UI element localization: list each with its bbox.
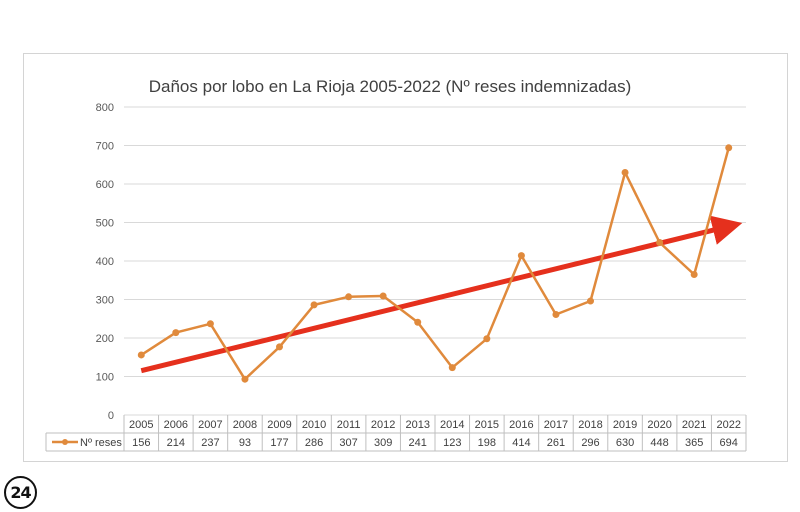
x-tick-label: 2006 [164,419,188,431]
y-tick-label: 700 [96,141,114,153]
x-tick-label: 2021 [682,419,706,431]
x-tick-label: 2015 [475,419,499,431]
y-tick-label: 500 [96,218,114,230]
legend-marker [62,439,68,445]
site-logo: 24 [4,476,37,509]
data-table-value: 241 [409,437,427,449]
data-point [137,351,145,359]
x-tick-label: 2011 [337,419,361,431]
x-tick-label: 2005 [129,419,153,431]
x-tick-label: 2009 [267,419,291,431]
legend-label: Nº reses [80,437,122,449]
x-tick-label: 2008 [233,419,257,431]
x-tick-label: 2018 [578,419,602,431]
data-table-value: 198 [478,437,496,449]
data-table-value: 694 [720,437,738,449]
x-tick-label: 2014 [440,419,464,431]
y-tick-label: 200 [96,333,114,345]
data-table-value: 123 [443,437,461,449]
y-tick-label: 800 [96,102,114,114]
data-point [690,270,698,278]
data-point [379,292,387,300]
data-point [587,297,594,305]
data-point [276,343,283,351]
trend-arrow [140,215,743,374]
data-table-value: 286 [305,437,323,449]
data-table-value: 307 [339,437,357,449]
data-table-value: 296 [581,437,599,449]
x-tick-label: 2017 [544,419,568,431]
data-table-value: 214 [167,437,185,449]
data-point [656,239,664,247]
y-tick-label: 100 [96,372,114,384]
y-tick-label: 300 [96,295,114,307]
data-point [172,329,180,337]
data-point [621,168,629,176]
chart-frame: Daños por lobo en La Rioja 2005-2022 (Nº… [23,53,788,462]
data-point [483,335,491,343]
data-table-value: 630 [616,437,634,449]
x-tick-label: 2016 [509,419,533,431]
data-point [241,375,249,383]
data-point [206,320,214,328]
x-tick-label: 2010 [302,419,326,431]
data-point [310,301,318,309]
x-tick-label: 2007 [198,419,222,431]
x-tick-label: 2012 [371,419,395,431]
data-point [725,144,733,152]
data-point [448,364,456,372]
data-point [517,252,525,260]
data-table-value: 156 [132,437,150,449]
data-table-value: 309 [374,437,392,449]
data-point [414,318,422,326]
x-tick-label: 2020 [647,419,671,431]
data-point [345,293,353,301]
line-chart: Daños por lobo en La Rioja 2005-2022 (Nº… [45,77,747,452]
data-table-value: 177 [270,437,288,449]
y-tick-label: 600 [96,179,114,191]
data-point [552,311,560,319]
data-table-value: 237 [201,437,219,449]
x-tick-label: 2013 [405,419,429,431]
x-tick-label: 2019 [613,419,637,431]
data-table-value: 414 [512,437,530,449]
data-table-value: 365 [685,437,703,449]
y-tick-label: 0 [108,410,114,422]
data-table-value: 93 [239,437,251,449]
x-tick-label: 2022 [716,419,740,431]
y-tick-label: 400 [96,256,114,268]
series-line [140,147,730,381]
data-table-value: 448 [650,437,668,449]
data-table-value: 261 [547,437,565,449]
chart-title: Daños por lobo en La Rioja 2005-2022 (Nº… [149,77,632,96]
